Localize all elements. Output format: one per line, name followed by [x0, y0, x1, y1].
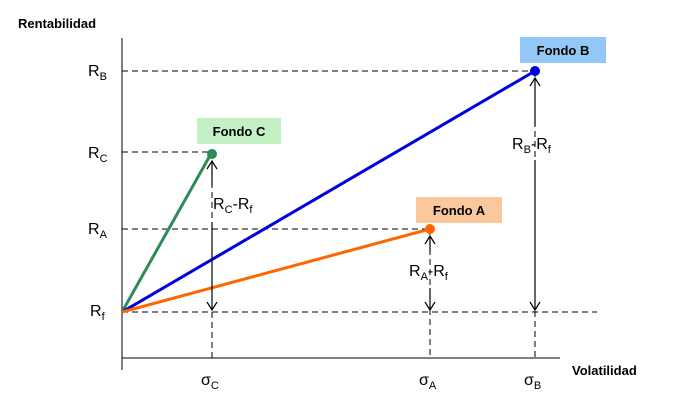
- y-label-rb: RB: [88, 63, 107, 83]
- y-axis-title: Rentabilidad: [18, 16, 96, 31]
- fondo-c-line: [122, 152, 212, 312]
- fondo-b-label: Fondo B: [537, 43, 590, 58]
- fondo-c-label: Fondo C: [213, 124, 266, 139]
- excess-a-label: RA-Rf: [409, 263, 449, 283]
- fondo-c-point: [207, 149, 217, 159]
- y-label-rc: RC: [88, 145, 108, 165]
- y-label-ra: RA: [88, 221, 108, 241]
- fondo-a-line: [122, 229, 430, 312]
- y-label-rf: Rf: [90, 303, 106, 323]
- fondo-b-tag: Fondo B: [520, 37, 606, 63]
- x-label-sa: σA: [419, 372, 437, 392]
- excess-b-label: RB-Rf: [512, 136, 552, 156]
- excess-c-label: RC-Rf: [213, 196, 253, 216]
- fondo-b-line: [122, 71, 535, 312]
- x-label-sb: σB: [524, 372, 541, 392]
- fondo-b-point: [530, 66, 540, 76]
- x-axis-title: Volatilidad: [572, 363, 637, 378]
- guide-lines: [122, 71, 597, 358]
- fondo-a-label: Fondo A: [433, 203, 486, 218]
- fondo-a-tag: Fondo A: [416, 197, 502, 223]
- fondo-c-tag: Fondo C: [197, 118, 281, 144]
- fondo-a-point: [425, 224, 435, 234]
- x-label-sc: σC: [201, 372, 219, 392]
